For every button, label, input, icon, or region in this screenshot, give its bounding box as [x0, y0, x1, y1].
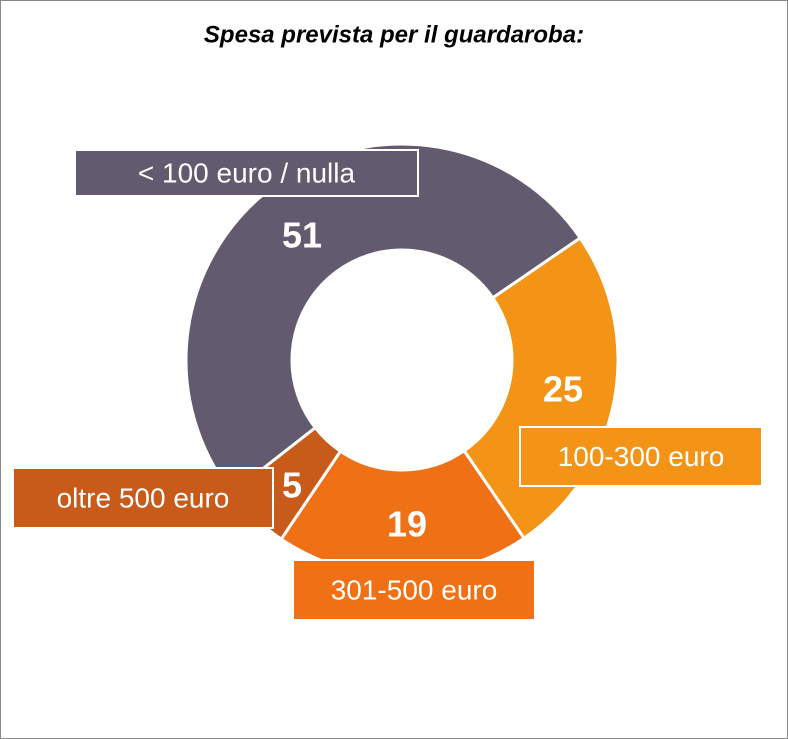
value-label: 51 — [282, 215, 322, 256]
category-label: oltre 500 euro — [57, 482, 230, 513]
label-box — [292, 559, 536, 621]
value-label: 19 — [387, 504, 427, 545]
category-label: 301-500 euro — [331, 574, 498, 605]
value-label: 25 — [543, 369, 583, 410]
label-box — [12, 467, 274, 529]
category-label: < 100 euro / nulla — [138, 157, 356, 188]
label-box — [74, 149, 419, 197]
category-label: 100-300 euro — [558, 441, 725, 472]
donut-slice — [184, 142, 583, 496]
label-box — [519, 426, 763, 487]
value-label: 5 — [282, 465, 302, 506]
chart-title: Spesa prevista per il guardaroba: — [204, 21, 584, 48]
